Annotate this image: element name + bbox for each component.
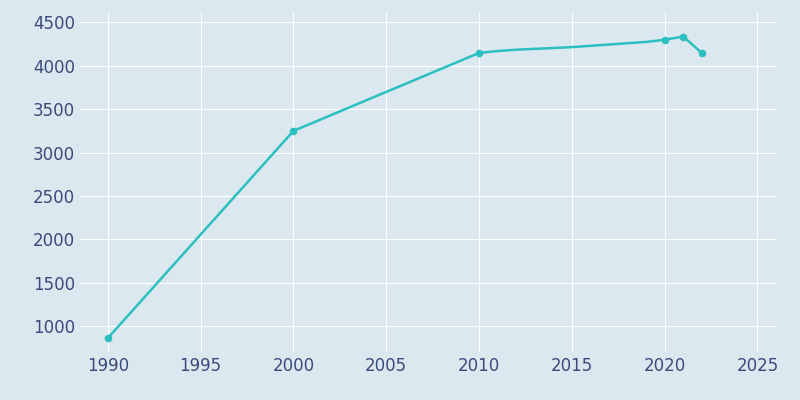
Point bbox=[102, 335, 114, 341]
Point bbox=[287, 128, 300, 134]
Point bbox=[695, 50, 708, 56]
Point bbox=[658, 36, 671, 43]
Point bbox=[473, 50, 486, 56]
Point bbox=[677, 33, 690, 40]
